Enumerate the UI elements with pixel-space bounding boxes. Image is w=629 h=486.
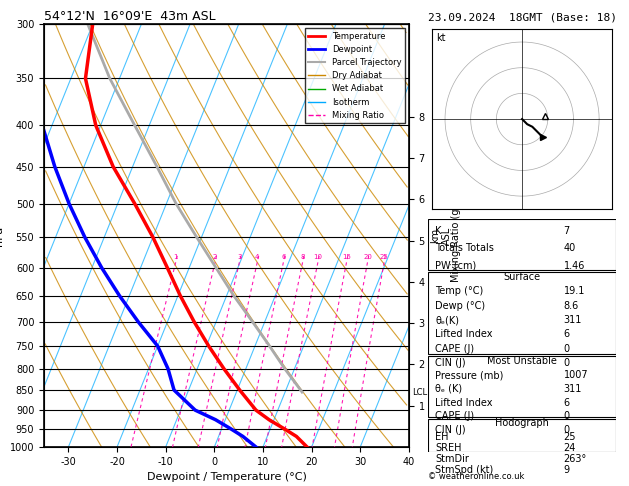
Text: 0: 0: [564, 344, 570, 354]
Text: Temp (°C): Temp (°C): [435, 286, 484, 296]
Text: 311: 311: [564, 384, 582, 394]
Text: Most Unstable: Most Unstable: [487, 356, 557, 366]
Text: 0: 0: [564, 411, 570, 421]
Text: 25: 25: [564, 432, 576, 442]
Text: θₑ(K): θₑ(K): [435, 315, 459, 325]
Y-axis label: hPa: hPa: [0, 226, 4, 246]
Bar: [428, 419, 616, 452]
Text: kt: kt: [436, 33, 445, 43]
Text: 2: 2: [213, 254, 218, 260]
Text: 8: 8: [301, 254, 305, 260]
Text: CAPE (J): CAPE (J): [435, 344, 474, 354]
Text: 15: 15: [342, 254, 351, 260]
Text: 6: 6: [281, 254, 286, 260]
Text: 24: 24: [564, 443, 576, 453]
Text: 25: 25: [380, 254, 389, 260]
Text: 6: 6: [564, 398, 570, 408]
Text: 54°12'N  16°09'E  43m ASL: 54°12'N 16°09'E 43m ASL: [44, 10, 216, 23]
Text: 8.6: 8.6: [564, 301, 579, 311]
Text: 1: 1: [174, 254, 178, 260]
Text: Dewp (°C): Dewp (°C): [435, 301, 486, 311]
Text: CAPE (J): CAPE (J): [435, 411, 474, 421]
Text: 1.46: 1.46: [564, 260, 585, 271]
Bar: [428, 219, 616, 270]
Text: StmDir: StmDir: [435, 454, 469, 464]
Bar: [428, 272, 616, 354]
Text: 311: 311: [564, 315, 582, 325]
Text: CIN (J): CIN (J): [435, 425, 466, 435]
Bar: [428, 356, 616, 417]
X-axis label: Dewpoint / Temperature (°C): Dewpoint / Temperature (°C): [147, 472, 306, 483]
Text: 7: 7: [564, 226, 570, 236]
Text: 0: 0: [564, 425, 570, 435]
Text: 40: 40: [564, 243, 576, 253]
Text: 4: 4: [255, 254, 260, 260]
Text: EH: EH: [435, 432, 448, 442]
Text: PW (cm): PW (cm): [435, 260, 477, 271]
Text: Lifted Index: Lifted Index: [435, 398, 493, 408]
Text: © weatheronline.co.uk: © weatheronline.co.uk: [428, 472, 524, 481]
Text: 19.1: 19.1: [564, 286, 585, 296]
Text: Lifted Index: Lifted Index: [435, 330, 493, 339]
Text: Hodograph: Hodograph: [495, 418, 549, 428]
Text: 10: 10: [313, 254, 323, 260]
Y-axis label: km
ASL: km ASL: [430, 226, 452, 245]
Text: 23.09.2024  18GMT (Base: 18): 23.09.2024 18GMT (Base: 18): [428, 12, 616, 22]
Text: CIN (J): CIN (J): [435, 358, 466, 368]
Legend: Temperature, Dewpoint, Parcel Trajectory, Dry Adiabat, Wet Adiabat, Isotherm, Mi: Temperature, Dewpoint, Parcel Trajectory…: [305, 29, 404, 123]
Text: SREH: SREH: [435, 443, 462, 453]
Text: Totals Totals: Totals Totals: [435, 243, 494, 253]
Text: 6: 6: [564, 330, 570, 339]
Text: 263°: 263°: [564, 454, 587, 464]
Text: LCL: LCL: [413, 388, 428, 397]
Text: K: K: [435, 226, 442, 236]
Text: 20: 20: [363, 254, 372, 260]
Text: 0: 0: [564, 358, 570, 368]
Text: θₑ (K): θₑ (K): [435, 384, 462, 394]
Text: Mixing Ratio (g/kg): Mixing Ratio (g/kg): [451, 190, 461, 282]
Text: 9: 9: [564, 465, 570, 475]
Text: 1007: 1007: [564, 370, 588, 381]
Text: 3: 3: [237, 254, 242, 260]
Text: Pressure (mb): Pressure (mb): [435, 370, 504, 381]
Text: StmSpd (kt): StmSpd (kt): [435, 465, 494, 475]
Text: Surface: Surface: [503, 272, 541, 282]
